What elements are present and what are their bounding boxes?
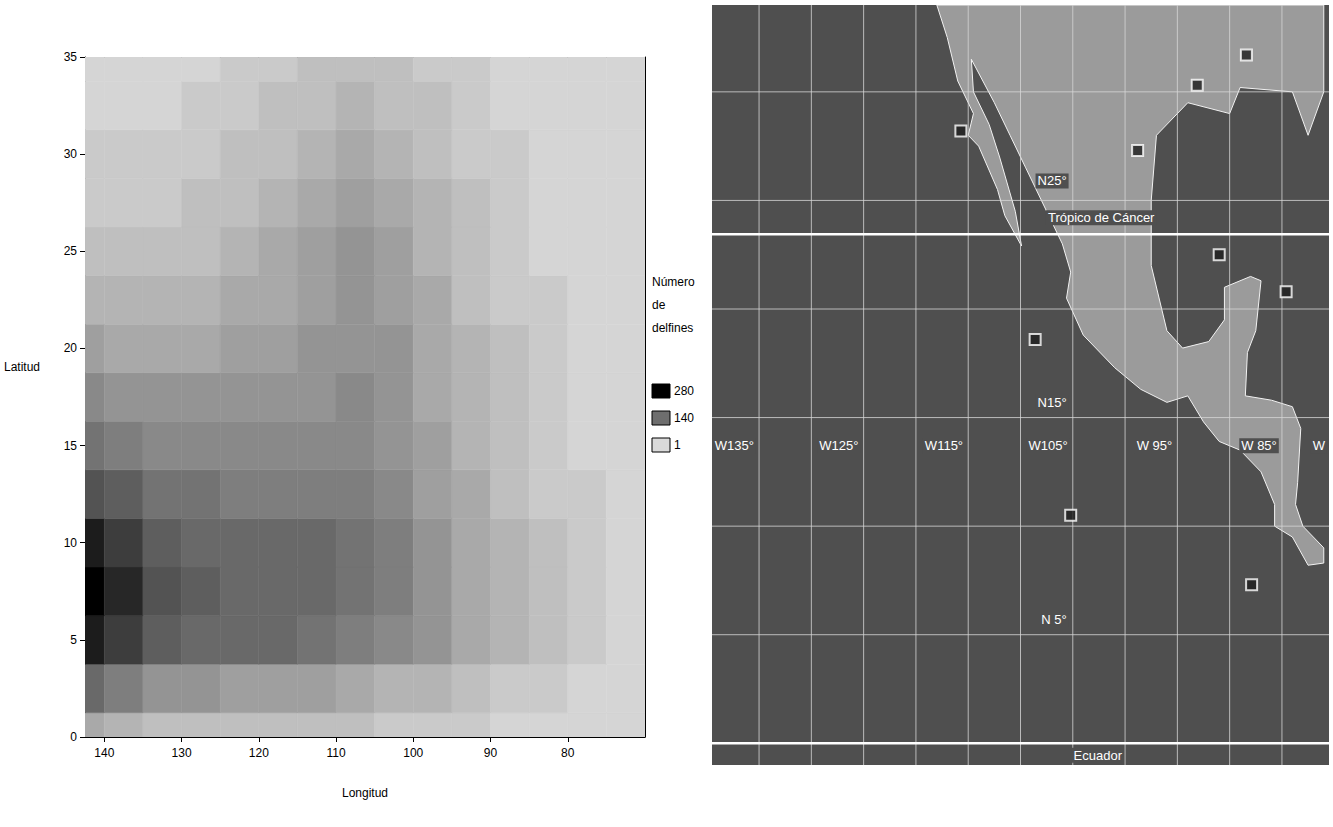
svg-text:Número: Número <box>652 275 695 289</box>
svg-text:15: 15 <box>64 439 78 453</box>
svg-text:140: 140 <box>94 746 114 760</box>
svg-text:1: 1 <box>674 438 681 452</box>
svg-text:0: 0 <box>70 730 77 744</box>
svg-text:110: 110 <box>326 746 345 760</box>
svg-text:280: 280 <box>674 384 694 398</box>
svg-text:W115°: W115° <box>925 438 963 453</box>
svg-text:30: 30 <box>64 147 78 161</box>
svg-text:10: 10 <box>64 536 78 550</box>
svg-text:W 85°: W 85° <box>1241 438 1277 453</box>
svg-text:N15°: N15° <box>1038 395 1067 410</box>
svg-text:delfines: delfines <box>652 321 693 335</box>
svg-text:Latitud: Latitud <box>4 360 40 374</box>
svg-text:Ecuador: Ecuador <box>1074 748 1123 763</box>
svg-text:20: 20 <box>64 341 78 355</box>
svg-text:W 95°: W 95° <box>1137 438 1173 453</box>
svg-text:5: 5 <box>70 633 77 647</box>
svg-text:90: 90 <box>484 746 498 760</box>
svg-text:N25°: N25° <box>1038 173 1067 188</box>
svg-text:de: de <box>652 298 666 312</box>
svg-text:100: 100 <box>403 746 423 760</box>
svg-text:Longitud: Longitud <box>342 786 388 800</box>
svg-text:35: 35 <box>64 50 78 64</box>
svg-text:80: 80 <box>561 746 575 760</box>
svg-text:N 5°: N 5° <box>1041 612 1066 627</box>
svg-text:120: 120 <box>249 746 269 760</box>
svg-text:W: W <box>1313 438 1326 453</box>
svg-text:W135°: W135° <box>715 438 754 453</box>
svg-text:W125°: W125° <box>819 438 858 453</box>
svg-text:W105°: W105° <box>1028 438 1067 453</box>
svg-text:Trópico de Cáncer: Trópico de Cáncer <box>1048 210 1155 225</box>
svg-text:140: 140 <box>674 411 694 425</box>
svg-text:130: 130 <box>172 746 192 760</box>
svg-text:25: 25 <box>64 244 78 258</box>
